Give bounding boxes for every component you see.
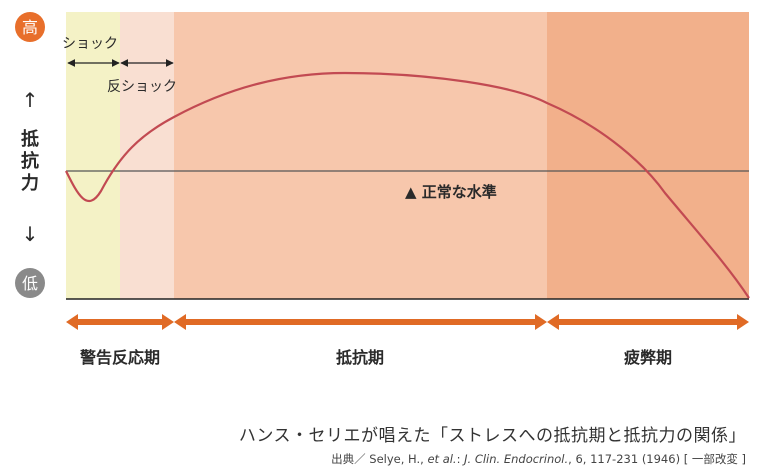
normal-level-label: ▲ 正常な水準	[405, 183, 497, 201]
source-colon: :	[456, 452, 465, 466]
high-badge-label: 高	[22, 18, 38, 37]
resistance-phase-label: 抵抗期	[336, 348, 384, 367]
source-prefix: 出典／ Selye, H.,	[331, 452, 428, 466]
resistance-span-arrow	[174, 314, 547, 330]
low-badge-label: 低	[22, 274, 38, 293]
high-badge	[15, 12, 45, 42]
source-etal: et al.	[427, 452, 457, 466]
resistance-band	[174, 12, 547, 299]
source-rest: , 6, 117-231 (1946) [ 一部改変 ]	[568, 452, 746, 466]
axis-down-arrow: ↓	[22, 222, 39, 246]
counter-shock-label: 反ショック	[107, 79, 177, 95]
counter-shock-band	[120, 12, 174, 299]
axis-up-arrow: ↑	[22, 88, 39, 112]
axis-label-char-3: 力	[21, 173, 39, 194]
caption-title: ハンス・セリエが唱えた「ストレスへの抵抗期と抵抗力の関係」	[238, 426, 746, 446]
alarm-phase-label: 警告反応期	[79, 348, 160, 367]
axis-label-char-1: 抵	[21, 128, 39, 150]
low-badge	[15, 268, 45, 298]
resistance-curve	[65, 71, 750, 299]
axis-label-char-2: 抗	[21, 150, 39, 172]
source-journal: J. Clin. Endocrinol.	[464, 452, 569, 466]
shock-band	[66, 12, 120, 299]
caption-source: 出典／ Selye, H., et al.: J. Clin. Endocrin…	[331, 451, 746, 467]
alarm-span-arrow	[66, 314, 174, 330]
shock-label: ショック	[62, 36, 118, 52]
exhaustion-band	[547, 12, 749, 299]
exhaustion-phase-label: 疲弊期	[624, 348, 672, 367]
exhaustion-span-arrow	[547, 314, 749, 330]
